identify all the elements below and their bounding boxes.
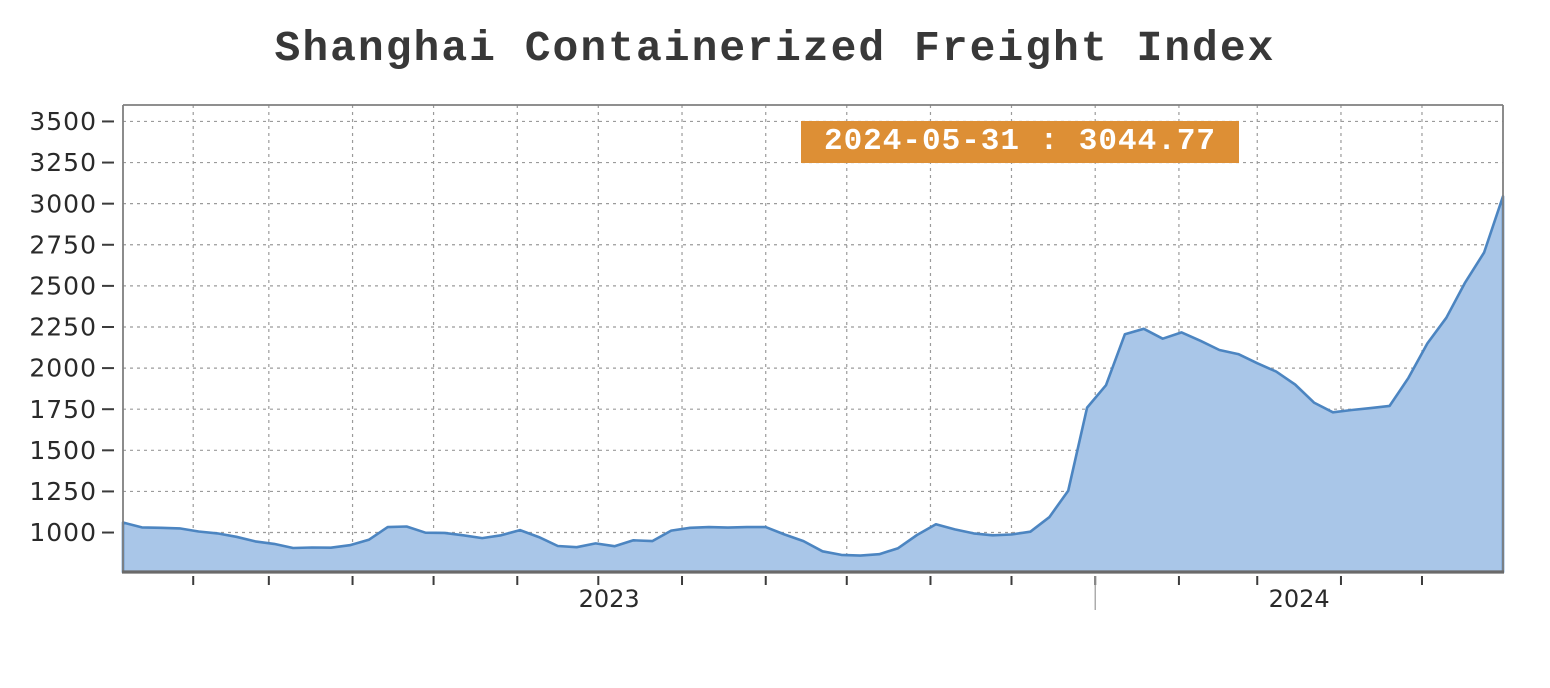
gridlines <box>123 105 1503 572</box>
y-tick-label: 2750 <box>29 230 97 259</box>
y-tick-label: 1500 <box>29 436 97 465</box>
y-tick-label: 3000 <box>29 189 97 218</box>
y-tick-label: 1750 <box>29 395 97 424</box>
y-tick-label: 2000 <box>29 354 97 383</box>
freight-index-area-series <box>121 195 1505 574</box>
last-value-callout: 2024-05-31 : 3044.77 <box>801 121 1239 163</box>
y-tick-label: 3500 <box>29 107 97 136</box>
x-year-label: 2023 <box>579 585 640 613</box>
y-tick-label: 2500 <box>29 272 97 301</box>
y-tick-label: 1250 <box>29 477 97 506</box>
y-tick-label: 1000 <box>29 518 97 547</box>
chart-title: Shanghai Containerized Freight Index <box>274 24 1276 73</box>
x-year-label: 2024 <box>1269 585 1330 613</box>
axis-tick-labels: 1000 1250 1500 1750 2000 2250 2500 2750 3000 3250… <box>29 107 1329 613</box>
y-tick-label: 3250 <box>29 148 97 177</box>
axis-ticks <box>102 120 1423 610</box>
plot-border <box>122 104 1504 574</box>
y-tick-label: 2250 <box>29 313 97 342</box>
